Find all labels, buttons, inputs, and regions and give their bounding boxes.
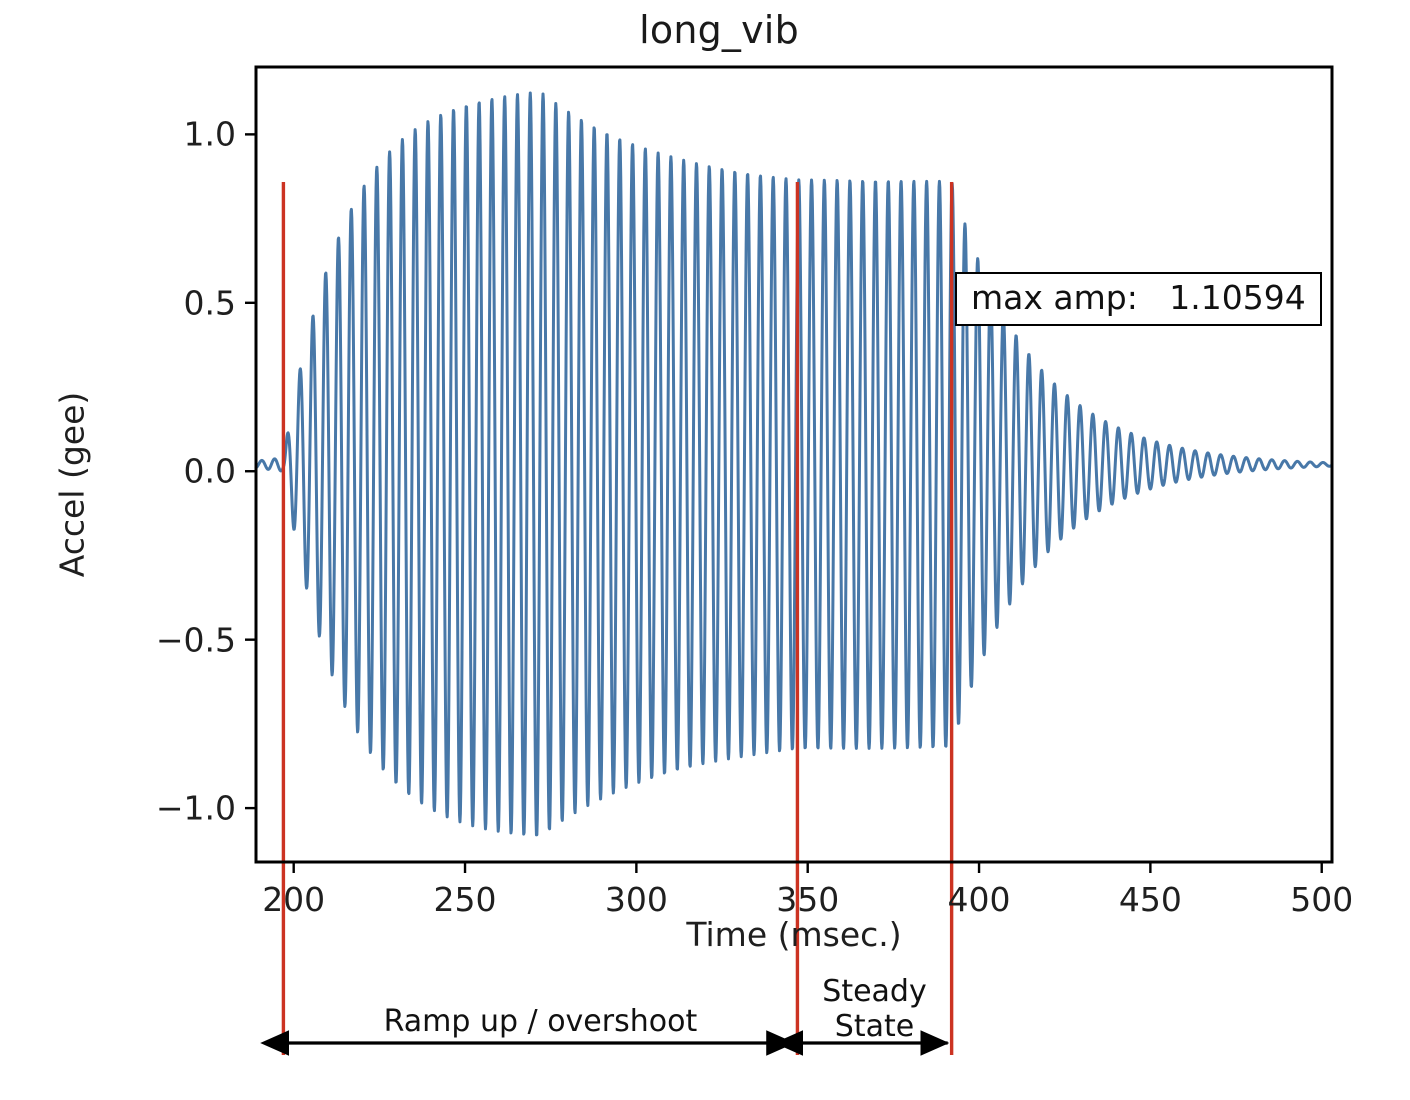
y-tick-label: −1.0 [155, 788, 236, 828]
waveform-group [254, 91, 1334, 837]
x-tick-label: 350 [776, 880, 840, 919]
y-axis-label: Accel (gee) [52, 391, 92, 578]
axes-frame [254, 65, 1334, 864]
x-tick-label: 450 [1118, 880, 1182, 919]
axis-ticks [245, 133, 1323, 873]
x-tick-label: 400 [947, 880, 1011, 919]
waveform-line [254, 91, 1334, 837]
x-axis-label: Time (msec.) [686, 915, 902, 954]
x-tick-label: 200 [262, 880, 326, 919]
y-tick-label: 1.0 [183, 114, 236, 154]
x-tick-label: 500 [1290, 880, 1354, 919]
steady-state-region-label: Steady State [822, 974, 927, 1044]
x-tick-label: 250 [433, 880, 497, 919]
y-tick-label: 0.5 [183, 283, 236, 323]
chart-title-text: long_vib [639, 8, 799, 52]
vline-group [281, 182, 954, 1055]
page-title: long_vib [0, 8, 1410, 52]
x-tick-label: 300 [604, 880, 668, 919]
y-tick-label: 0.0 [183, 451, 236, 491]
max-amp-annotation: max amp: 1.10594 [955, 272, 1322, 327]
ramp-up-region-label: Ramp up / overshoot [383, 1004, 698, 1039]
y-tick-label: −0.5 [155, 620, 236, 660]
